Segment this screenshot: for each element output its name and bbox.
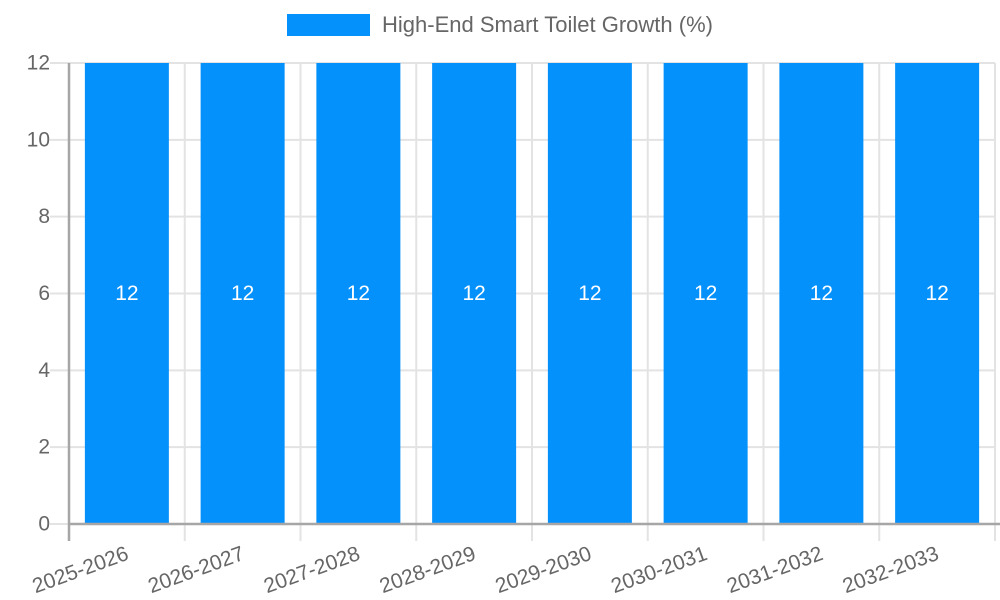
bar[interactable]	[895, 63, 980, 524]
bar[interactable]	[663, 63, 748, 524]
y-tick-label: 8	[38, 205, 50, 228]
legend-label: High-End Smart Toilet Growth (%)	[382, 12, 713, 37]
y-tick-label: 10	[27, 128, 50, 151]
bar-value-label: 12	[231, 282, 254, 305]
bar-value-label: 12	[694, 282, 717, 305]
bar[interactable]	[316, 63, 401, 524]
x-tick-label: 2027-2028	[261, 542, 363, 598]
x-tick-label: 2030-2031	[608, 542, 710, 598]
bar[interactable]	[200, 63, 285, 524]
x-tick-label: 2026-2027	[145, 542, 247, 598]
bar-value-label: 12	[115, 282, 138, 305]
x-tick-label: 2029-2030	[492, 542, 594, 598]
bar-value-label: 12	[810, 282, 833, 305]
legend-item[interactable]: High-End Smart Toilet Growth (%)	[0, 14, 1000, 36]
x-tick-label: 2032-2033	[840, 542, 942, 598]
bar[interactable]	[432, 63, 517, 524]
bar[interactable]	[779, 63, 864, 524]
x-tick-label: 2028-2029	[377, 542, 479, 598]
bar-value-label: 12	[925, 282, 948, 305]
y-tick-label: 12	[27, 52, 50, 75]
y-tick-label: 4	[38, 359, 50, 382]
x-tick-label: 2025-2026	[29, 542, 131, 598]
y-tick-label: 2	[38, 436, 50, 459]
bar-value-label: 12	[347, 282, 370, 305]
x-tick-label: 2031-2032	[724, 542, 826, 598]
bar-value-label: 12	[578, 282, 601, 305]
bar-value-label: 12	[462, 282, 485, 305]
y-tick-label: 6	[38, 282, 50, 305]
bar[interactable]	[547, 63, 632, 524]
legend-swatch	[287, 14, 371, 36]
bar[interactable]	[84, 63, 169, 524]
y-tick-label: 0	[38, 513, 50, 536]
